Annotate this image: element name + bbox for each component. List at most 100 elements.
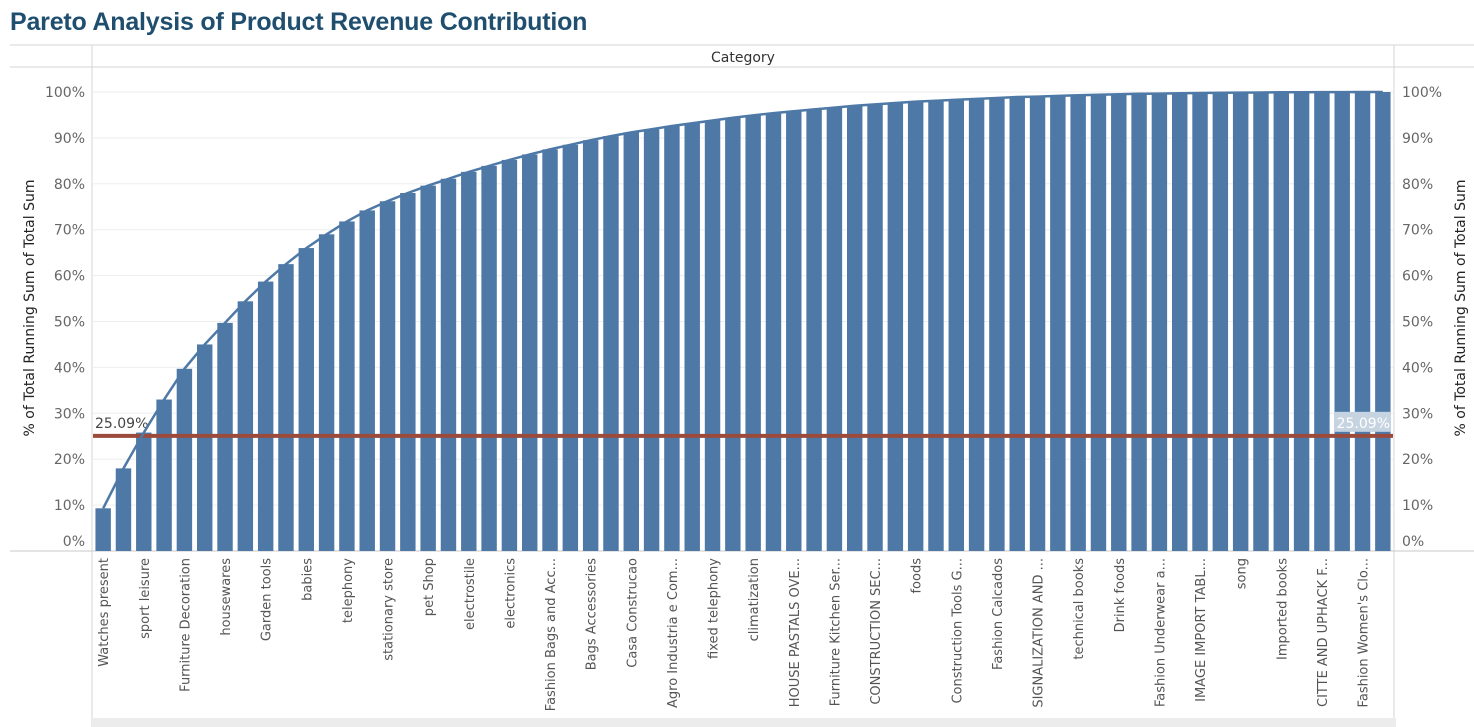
bar (684, 123, 700, 551)
bar (176, 368, 193, 551)
reference-line-label-left: 25.09% (95, 416, 148, 432)
bar (826, 107, 843, 551)
bar (1131, 93, 1147, 551)
bar (156, 399, 172, 551)
y-tick-label-left: 80% (54, 177, 85, 193)
x-axis-labels: Watches present sport leisure Furniture De… (97, 558, 1371, 712)
x-tick-label: housewares (219, 558, 234, 636)
y-tick-label-left: 10% (54, 498, 85, 514)
bar (1111, 94, 1127, 552)
y-tick-label-left: 0% (63, 534, 85, 550)
bar (806, 109, 822, 551)
bar (318, 234, 335, 552)
x-tick-label: Agro Industria e Com... (666, 558, 681, 708)
bar (1232, 92, 1249, 551)
x-tick-label: technical books (1072, 558, 1087, 660)
bar (339, 221, 355, 552)
bar (1090, 94, 1107, 551)
bar (1151, 93, 1168, 551)
cumulative-line (102, 90, 1383, 509)
x-tick-label: Fashion Women's Clo... (1357, 558, 1372, 707)
bar (278, 264, 294, 551)
x-tick-label: Imported books (1275, 558, 1290, 660)
y-tick-label-right: 10% (1402, 498, 1433, 514)
x-tick-label: CITTE AND UPHACK F... (1316, 558, 1331, 707)
y-tick-label-right: 20% (1402, 452, 1433, 468)
bar (786, 111, 802, 551)
y-tick-label-left: 60% (54, 269, 85, 285)
bar (1192, 93, 1208, 551)
x-tick-label: Furniture Decoration (178, 558, 193, 692)
y-tick-label-right: 70% (1402, 223, 1433, 239)
x-tick-label: babies (300, 558, 315, 601)
bar (623, 132, 639, 551)
bar (298, 248, 314, 551)
reference-line-label-right: 25.09% (1337, 416, 1390, 432)
bar (582, 140, 599, 551)
y-tick-label-right: 90% (1402, 131, 1433, 147)
bar (968, 98, 985, 551)
y-tick-label-right: 30% (1402, 406, 1433, 422)
bar (887, 103, 904, 552)
bar (359, 210, 375, 551)
bar (928, 100, 944, 551)
bar (603, 136, 619, 551)
horizontal-scrollbar[interactable] (92, 718, 1396, 727)
right-axis-ticks: 0% 10% 20% 30% 40% 50% 60% 70% 80% 90% 100% (1402, 85, 1442, 550)
bar (1212, 92, 1229, 551)
reference-line-label-bg (1334, 411, 1391, 432)
x-tick-label: electronics (503, 558, 518, 629)
x-tick-label: Fashion Calcados (991, 558, 1006, 670)
bar (1070, 95, 1086, 551)
bar (867, 104, 883, 551)
bar (461, 171, 477, 551)
bar (522, 154, 538, 551)
x-tick-label: Fashion Bags and Acc... (544, 558, 559, 711)
bar (501, 159, 518, 551)
x-tick-label: Furniture Kitchen Ser... (828, 558, 843, 706)
x-tick-label: stationary store (382, 558, 397, 661)
bar (989, 97, 1005, 551)
bar (643, 129, 660, 551)
bar (1050, 95, 1066, 552)
bar (400, 192, 416, 552)
x-tick-label: Drink foods (1113, 558, 1128, 633)
x-tick-label: Bags Accessories (585, 558, 600, 670)
bar (1314, 92, 1330, 552)
bar (1354, 92, 1371, 551)
bar (765, 113, 782, 551)
bar (257, 281, 274, 551)
y-tick-label-left: 100% (45, 85, 85, 101)
x-tick-label: telephony (341, 558, 356, 623)
bar (420, 185, 436, 552)
bar (907, 101, 924, 551)
x-tick-label: climatization (747, 558, 762, 641)
left-axis-ticks: 0% 10% 20% 30% 40% 50% 60% 70% 80% 90% 100% (45, 85, 85, 550)
y-tick-label-right: 100% (1402, 85, 1442, 101)
bar (1172, 93, 1188, 551)
bar (664, 125, 680, 551)
bar (1029, 96, 1046, 551)
bar (1293, 92, 1310, 552)
bar (440, 178, 457, 551)
x-tick-label: IMAGE IMPORT TABL... (1194, 558, 1209, 702)
column-header-category: Category (711, 50, 775, 66)
bar (237, 301, 254, 551)
bar (948, 99, 964, 551)
bar (745, 115, 761, 551)
bar (1009, 97, 1025, 551)
x-tick-label: HOUSE PASTALS OVE... (788, 558, 803, 707)
y-tick-label-right: 80% (1402, 177, 1433, 193)
bar (562, 144, 579, 551)
x-tick-label: foods (910, 558, 925, 594)
x-tick-label: Watches present (97, 558, 112, 667)
y-tick-label-left: 40% (54, 360, 85, 376)
bar (725, 117, 741, 551)
x-tick-label: Garden tools (260, 558, 275, 641)
y-tick-label-left: 20% (54, 452, 85, 468)
bar (1273, 92, 1289, 552)
y-tick-label-right: 60% (1402, 269, 1433, 285)
right-axis-title: % of Total Running Sum of Total Sum (1453, 180, 1469, 437)
reference-line-group: 25.09% 25.09% (93, 411, 1393, 438)
